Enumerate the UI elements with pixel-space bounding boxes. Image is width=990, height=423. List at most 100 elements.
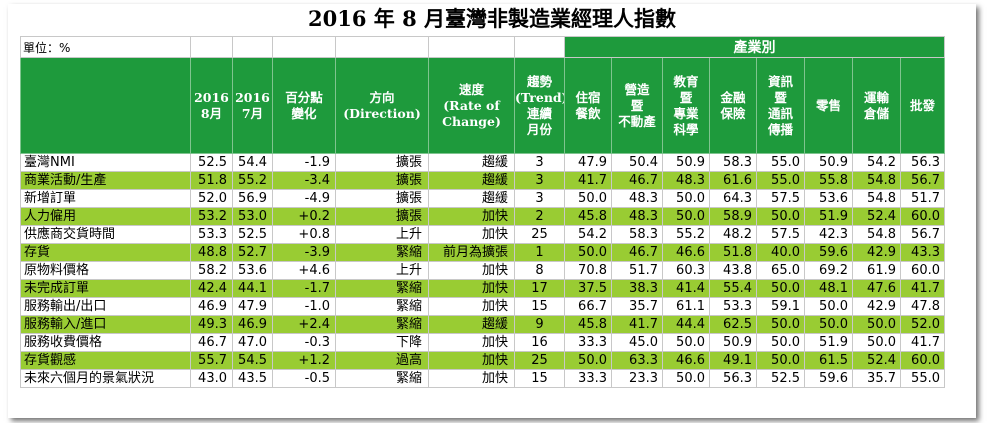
value-industry-3: 43.8 xyxy=(709,261,757,280)
value-direction: 上升 xyxy=(335,261,429,280)
value-aug: 48.8 xyxy=(190,243,233,262)
value-industry-4: 57.5 xyxy=(756,225,805,244)
value-industry-2: 50.0 xyxy=(662,207,710,226)
value-speed: 加快 xyxy=(428,297,515,316)
value-trend: 2 xyxy=(514,207,565,226)
value-industry-0: 66.7 xyxy=(564,297,612,316)
page-title: 2016 年 8 月臺灣非製造業經理人指數 xyxy=(308,6,676,31)
blank-cell xyxy=(428,36,515,58)
value-industry-6: 42.9 xyxy=(852,297,901,316)
row-name: 未來六個月的景氣狀況 xyxy=(20,369,191,388)
row-name: 新增訂單 xyxy=(20,189,191,208)
value-industry-0: 70.8 xyxy=(564,261,612,280)
blank-cell xyxy=(335,36,429,58)
value-industry-4: 55.0 xyxy=(756,171,805,190)
value-industry-7: 60.0 xyxy=(900,207,945,226)
value-industry-3: 58.9 xyxy=(709,207,757,226)
value-speed: 加快 xyxy=(428,207,515,226)
value-industry-5: 50.0 xyxy=(804,315,853,334)
row-name: 原物料價格 xyxy=(20,261,191,280)
blank-cell xyxy=(514,36,565,58)
header-blank xyxy=(20,57,191,154)
value-industry-0: 50.0 xyxy=(564,243,612,262)
table-row: 存貨觀感 55.7 54.5 +1.2 過高 加快 25 50.0 63.3 46.6 49.1 50… xyxy=(20,351,945,370)
value-trend: 1 xyxy=(514,243,565,262)
value-industry-3: 50.9 xyxy=(709,333,757,352)
value-jul: 44.1 xyxy=(232,279,273,298)
value-trend: 25 xyxy=(514,351,565,370)
header-aug: 2016 8月 xyxy=(190,57,233,154)
table-row: 供應商交貨時間 53.3 52.5 +0.8 上升 加快 25 54.2 58.3 55.2 48.… xyxy=(20,225,945,244)
value-industry-3: 61.6 xyxy=(709,171,757,190)
value-industry-4: 55.0 xyxy=(756,153,805,172)
row-name: 存貨 xyxy=(20,243,191,262)
value-aug: 55.7 xyxy=(190,351,233,370)
value-industry-5: 42.3 xyxy=(804,225,853,244)
table-row: 臺灣NMI 52.5 54.4 -1.9 擴張 趨緩 3 47.9 50.4 50.9 58.3 55… xyxy=(20,153,945,172)
value-change: +0.2 xyxy=(272,207,336,226)
value-direction: 擴張 xyxy=(335,153,429,172)
value-industry-7: 51.7 xyxy=(900,189,945,208)
value-industry-6: 54.8 xyxy=(852,189,901,208)
value-jul: 47.9 xyxy=(232,297,273,316)
value-industry-6: 52.4 xyxy=(852,351,901,370)
table-row: 人力僱用 53.2 53.0 +0.2 擴張 加快 2 45.8 48.3 50.0 58.9 50.… xyxy=(20,207,945,226)
value-industry-2: 48.3 xyxy=(662,171,710,190)
value-aug: 46.9 xyxy=(190,297,233,316)
value-industry-0: 50.0 xyxy=(564,351,612,370)
value-aug: 43.0 xyxy=(190,369,233,388)
value-industry-7: 60.0 xyxy=(900,351,945,370)
value-industry-5: 50.0 xyxy=(804,297,853,316)
value-change: -1.9 xyxy=(272,153,336,172)
value-jul: 55.2 xyxy=(232,171,273,190)
header-industry-0: 住宿 餐飲 xyxy=(564,57,612,154)
table-row: 新增訂單 52.0 56.9 -4.9 擴張 趨緩 3 50.0 48.3 50.0 64.3 57.… xyxy=(20,189,945,208)
value-industry-3: 62.5 xyxy=(709,315,757,334)
value-trend: 9 xyxy=(514,315,565,334)
value-industry-6: 61.9 xyxy=(852,261,901,280)
value-trend: 15 xyxy=(514,369,565,388)
value-industry-4: 59.1 xyxy=(756,297,805,316)
value-industry-6: 50.0 xyxy=(852,333,901,352)
value-speed: 趨緩 xyxy=(428,171,515,190)
value-industry-1: 46.7 xyxy=(611,243,663,262)
value-change: -1.7 xyxy=(272,279,336,298)
value-direction: 緊縮 xyxy=(335,297,429,316)
value-aug: 53.2 xyxy=(190,207,233,226)
value-industry-7: 52.0 xyxy=(900,315,945,334)
header-trend: 趨勢 (Trend) 連續 月份 xyxy=(514,57,565,154)
value-industry-5: 59.6 xyxy=(804,243,853,262)
value-industry-6: 54.8 xyxy=(852,225,901,244)
value-change: -0.5 xyxy=(272,369,336,388)
value-speed: 加快 xyxy=(428,225,515,244)
table-row: 服務輸入/進口 49.3 46.9 +2.4 緊縮 趨緩 9 45.8 41.7 44.4 62.5… xyxy=(20,315,945,334)
table-row: 服務輸出/出口 46.9 47.9 -1.0 緊縮 加快 15 66.7 35.7 61.1 53.… xyxy=(20,297,945,316)
value-industry-1: 51.7 xyxy=(611,261,663,280)
value-jul: 56.9 xyxy=(232,189,273,208)
header-industry-6: 運輸 倉儲 xyxy=(852,57,901,154)
value-industry-7: 41.7 xyxy=(900,279,945,298)
value-industry-0: 45.8 xyxy=(564,315,612,334)
value-change: +2.4 xyxy=(272,315,336,334)
value-industry-7: 60.0 xyxy=(900,261,945,280)
value-change: +0.8 xyxy=(272,225,336,244)
value-aug: 52.0 xyxy=(190,189,233,208)
value-industry-4: 50.0 xyxy=(756,351,805,370)
value-direction: 緊縮 xyxy=(335,279,429,298)
value-jul: 43.5 xyxy=(232,369,273,388)
value-industry-6: 54.8 xyxy=(852,171,901,190)
value-change: -1.0 xyxy=(272,297,336,316)
table-row: 商業活動/生產 51.8 55.2 -3.4 擴張 趨緩 3 41.7 46.7 48.3 61.6… xyxy=(20,171,945,190)
value-jul: 54.4 xyxy=(232,153,273,172)
value-aug: 52.5 xyxy=(190,153,233,172)
header-pct-change: 百分點 變化 xyxy=(272,57,336,154)
value-industry-1: 58.3 xyxy=(611,225,663,244)
blank-cell xyxy=(190,36,233,58)
value-trend: 15 xyxy=(514,297,565,316)
value-jul: 53.6 xyxy=(232,261,273,280)
value-change: +1.2 xyxy=(272,351,336,370)
value-industry-1: 46.7 xyxy=(611,171,663,190)
value-industry-5: 51.9 xyxy=(804,333,853,352)
value-industry-5: 59.6 xyxy=(804,369,853,388)
value-industry-6: 54.2 xyxy=(852,153,901,172)
